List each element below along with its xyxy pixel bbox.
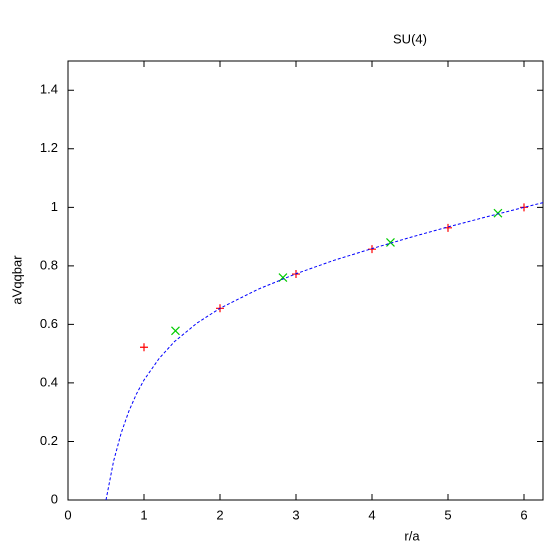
- y-tick-label: 1.2: [40, 140, 58, 155]
- y-tick-label: 1: [51, 199, 58, 214]
- y-tick-label: 1.4: [40, 82, 58, 97]
- point: [368, 245, 376, 254]
- x-tick-label: 0: [64, 507, 71, 522]
- point: [520, 203, 528, 212]
- y-tick-label: 0.2: [40, 433, 58, 448]
- y-tick-label: 0.4: [40, 374, 58, 389]
- point: [140, 343, 148, 352]
- plot-frame: [67, 60, 544, 501]
- x-tick-label: 1: [140, 507, 147, 522]
- point: [278, 273, 288, 282]
- x-tick-label: 6: [520, 507, 527, 522]
- point: [171, 326, 180, 336]
- chart-title: SU(4): [393, 31, 427, 46]
- y-axis-label: aVqqbar: [9, 255, 24, 305]
- x-axis-label: r/a: [404, 528, 420, 543]
- y-tick-label: 0.8: [40, 257, 58, 272]
- x-tick-label: 2: [216, 507, 223, 522]
- x-tick-label: 5: [444, 507, 451, 522]
- point: [493, 208, 503, 218]
- y-tick-label: 0: [51, 491, 58, 506]
- x-tick-label: 4: [368, 507, 375, 522]
- y-tick-label: 0.6: [40, 316, 58, 331]
- fit-curve: [105, 202, 544, 501]
- point: [386, 238, 395, 247]
- x-tick-label: 3: [292, 507, 299, 522]
